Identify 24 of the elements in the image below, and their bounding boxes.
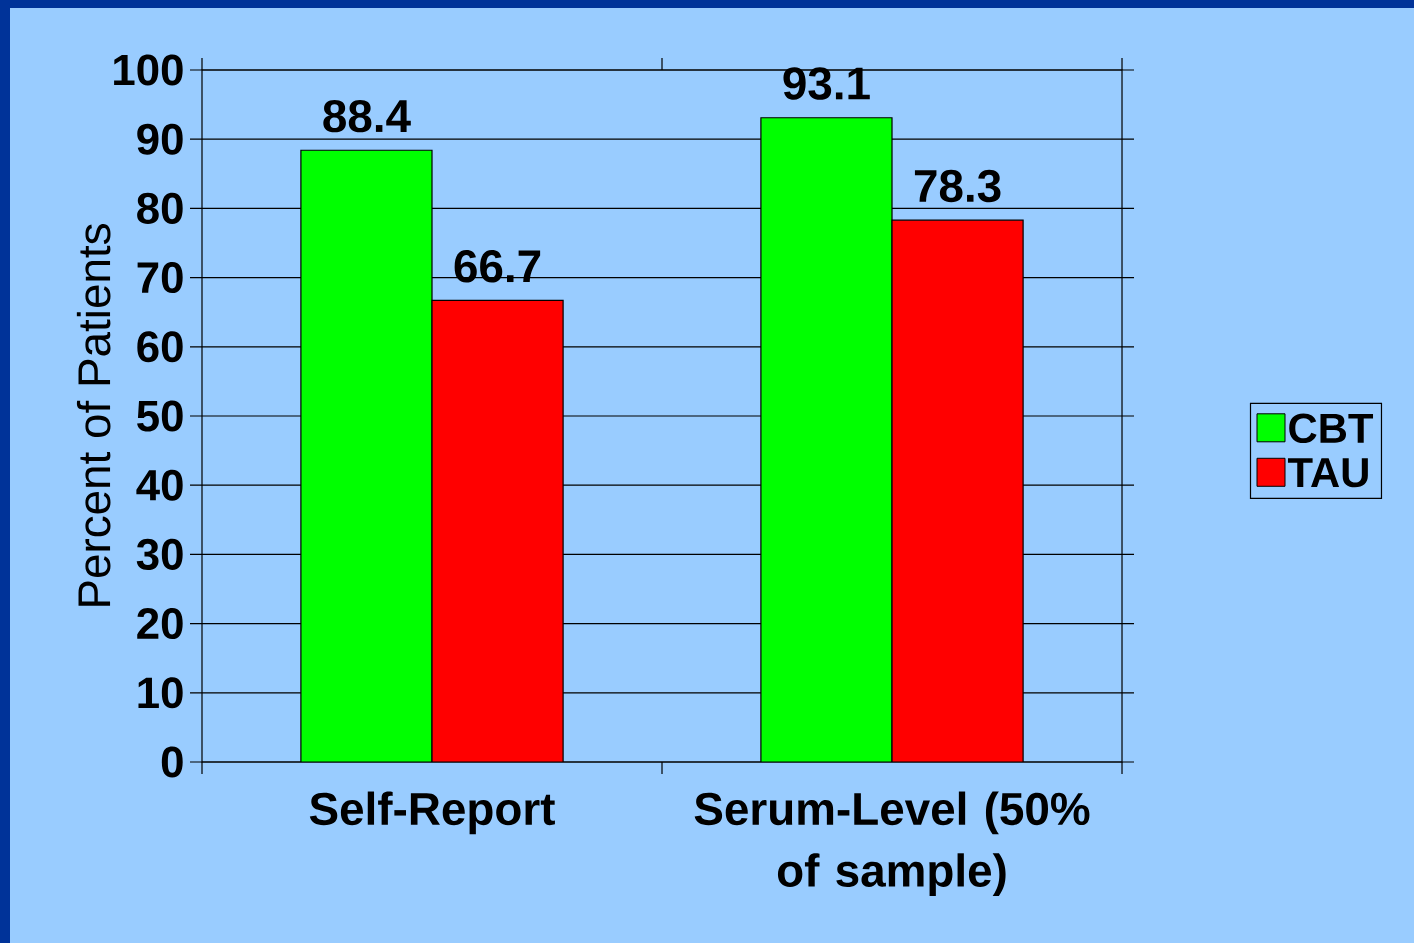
- y-axis-title: Percent of Patients: [76, 224, 111, 606]
- y-tick-label: 90: [137, 123, 183, 155]
- data-label: 78.3: [914, 169, 1001, 203]
- data-label: 88.4: [323, 99, 411, 133]
- x-tick-label: Serum-Level (50% of sample): [694, 791, 1090, 897]
- y-tick-label: 60: [137, 331, 183, 363]
- x-tick-label: Self-Report: [309, 791, 555, 835]
- y-tick-label: 0: [161, 746, 183, 778]
- legend-label: CBT: [1289, 413, 1374, 444]
- bar: [760, 117, 893, 762]
- data-label: 66.7: [454, 250, 541, 283]
- y-tick-label: 40: [136, 469, 183, 501]
- y-tick-label: 70: [137, 262, 183, 294]
- y-tick-label: 10: [138, 677, 183, 709]
- y-tick-label: 80: [137, 192, 183, 224]
- bar: [891, 219, 1024, 762]
- y-tick-label: 100: [114, 54, 183, 86]
- y-tick-label: 30: [136, 538, 183, 570]
- y-tick-label: 20: [137, 608, 183, 640]
- legend-label: TAU: [1287, 458, 1368, 488]
- data-label: 93.1: [783, 67, 870, 100]
- bar: [431, 299, 564, 762]
- bar: [300, 149, 433, 762]
- y-tick-label: 50: [137, 400, 183, 432]
